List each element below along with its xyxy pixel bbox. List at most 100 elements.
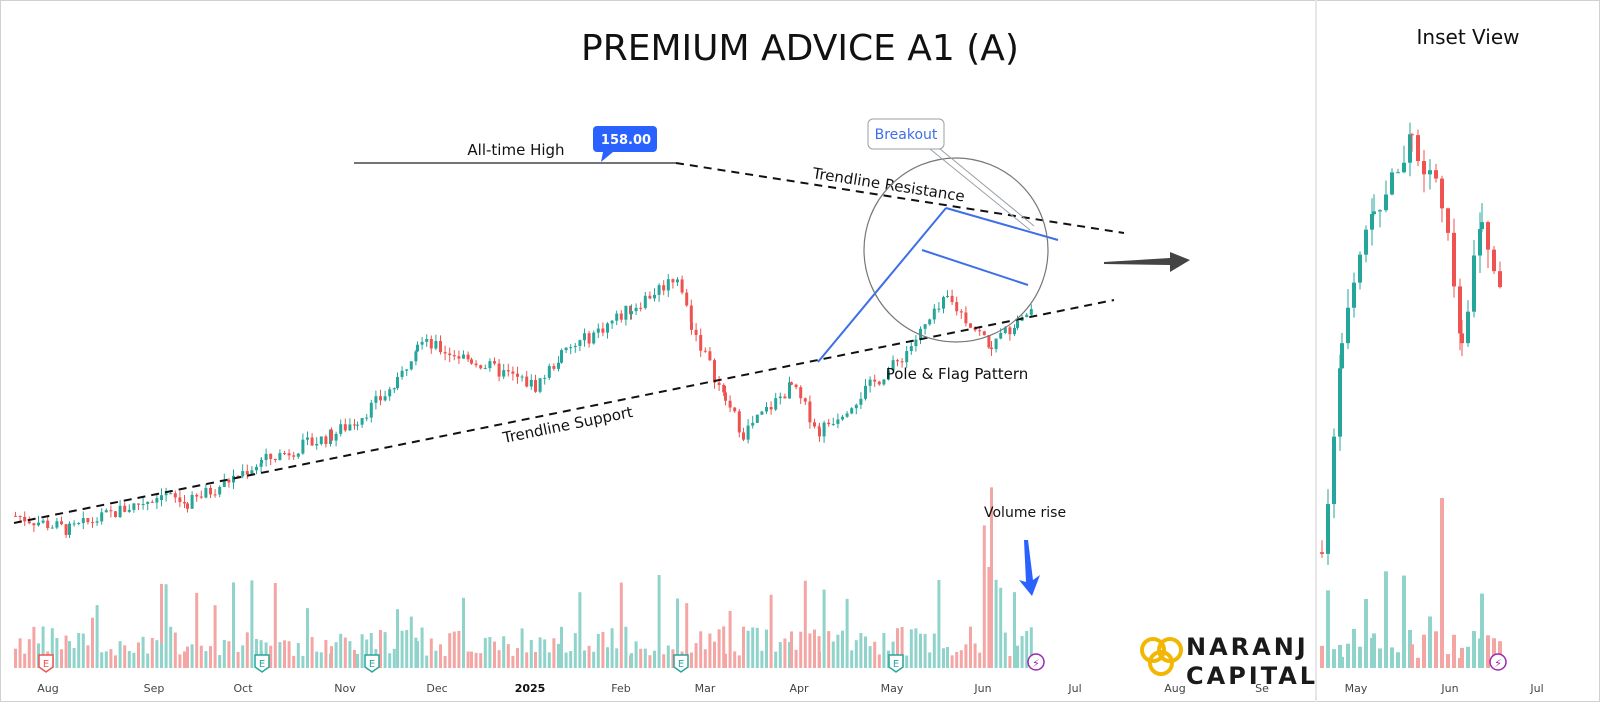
volume-bar <box>994 579 998 668</box>
candle <box>755 414 759 424</box>
main-x-axis: Aug Sep Oct Nov Dec 2025 Feb Mar Apr May Jun Jul Aug… <box>37 682 1269 695</box>
x-tick-label: Jul <box>1067 682 1081 695</box>
volume-bar <box>868 646 872 668</box>
candle <box>374 390 378 410</box>
earnings-marker[interactable]: E <box>364 654 380 673</box>
candle <box>114 511 117 518</box>
volume-bar <box>822 589 826 668</box>
earnings-marker[interactable]: ⚡ <box>1027 653 1045 671</box>
candle <box>443 345 447 361</box>
volume-bar <box>982 525 986 668</box>
volume-bar <box>91 617 94 668</box>
candle <box>877 380 881 386</box>
candle <box>722 383 726 397</box>
candle <box>841 414 844 421</box>
candle <box>296 452 300 459</box>
volume-bar <box>104 651 108 668</box>
candle <box>245 464 249 479</box>
flag-upper-line <box>945 207 1059 241</box>
candle <box>420 336 424 350</box>
candle <box>610 320 614 329</box>
earnings-marker[interactable]: E <box>888 654 904 673</box>
candle <box>569 344 573 355</box>
volume-bar <box>310 637 314 668</box>
volume-bar <box>722 626 726 668</box>
inset-candle <box>1338 354 1342 451</box>
candle <box>859 392 863 409</box>
brand-name-line1: NARANJ <box>1186 633 1309 661</box>
candle <box>864 379 867 401</box>
inset-candle <box>1364 225 1368 263</box>
candle <box>141 497 145 510</box>
volume-bar <box>760 650 764 668</box>
volume-bar <box>990 487 993 668</box>
earnings-marker[interactable]: E <box>673 654 689 673</box>
volume-bar <box>717 629 721 668</box>
candle <box>1008 325 1012 341</box>
candle <box>543 374 547 385</box>
volume-bar <box>483 637 487 668</box>
svg-text:E: E <box>678 659 684 670</box>
candle <box>717 375 721 391</box>
volume-bar <box>606 647 609 668</box>
volume-bar <box>155 640 159 668</box>
volume-bar <box>583 650 586 668</box>
inset-earnings-marker[interactable]: ⚡ <box>1489 653 1507 671</box>
candle <box>104 508 108 513</box>
candle <box>845 411 849 418</box>
volume-bar <box>788 642 791 668</box>
volume-bar <box>877 654 881 668</box>
x-tick-label: Oct <box>233 682 253 695</box>
candle <box>887 366 890 381</box>
volume-bar <box>643 648 647 668</box>
inset-candle <box>1428 159 1432 190</box>
candle <box>630 304 633 320</box>
candle <box>751 415 755 429</box>
volume-bar <box>236 651 240 668</box>
volume-bar <box>64 635 68 668</box>
inset-volume-bar <box>1492 638 1496 668</box>
candle <box>32 522 36 532</box>
volume-bar <box>733 651 737 668</box>
candle <box>388 386 392 401</box>
volume-bar <box>466 651 470 668</box>
volume-bar <box>854 640 858 668</box>
inset-candle <box>1446 207 1450 241</box>
candle <box>264 448 268 467</box>
inset-volume-bar <box>1332 649 1336 668</box>
candle <box>186 502 189 513</box>
candle <box>932 304 936 324</box>
candle <box>255 464 258 475</box>
inset-volume-bar <box>1346 643 1350 668</box>
candle <box>178 491 182 508</box>
volume-bar <box>100 652 104 668</box>
volume-down-arrow-icon <box>1019 540 1040 596</box>
candle <box>204 483 208 499</box>
candle <box>713 358 716 389</box>
candle <box>891 355 895 371</box>
candle <box>95 517 99 526</box>
x-tick-label: Dec <box>426 682 447 695</box>
candle <box>409 361 413 371</box>
earnings-marker[interactable]: E <box>254 654 270 673</box>
volume-bar <box>969 626 972 668</box>
volume-bar <box>624 626 628 668</box>
candle <box>643 291 647 310</box>
candle <box>497 359 501 382</box>
volume-bar <box>803 580 807 668</box>
lightning-icon: ⚡ <box>1494 657 1502 670</box>
volume-bar <box>429 638 433 668</box>
candle <box>232 469 235 490</box>
candle <box>127 504 131 513</box>
candle <box>573 342 577 353</box>
inset-candle <box>1372 194 1376 216</box>
candle <box>578 339 582 352</box>
candle <box>146 501 150 511</box>
all-time-high-label: All-time High <box>467 141 564 159</box>
inset-candle <box>1378 209 1382 228</box>
volume-bar <box>942 648 945 668</box>
earnings-marker[interactable]: E <box>38 654 54 673</box>
volume-bar <box>72 648 76 668</box>
volume-bar <box>173 632 177 668</box>
candle <box>37 515 40 527</box>
